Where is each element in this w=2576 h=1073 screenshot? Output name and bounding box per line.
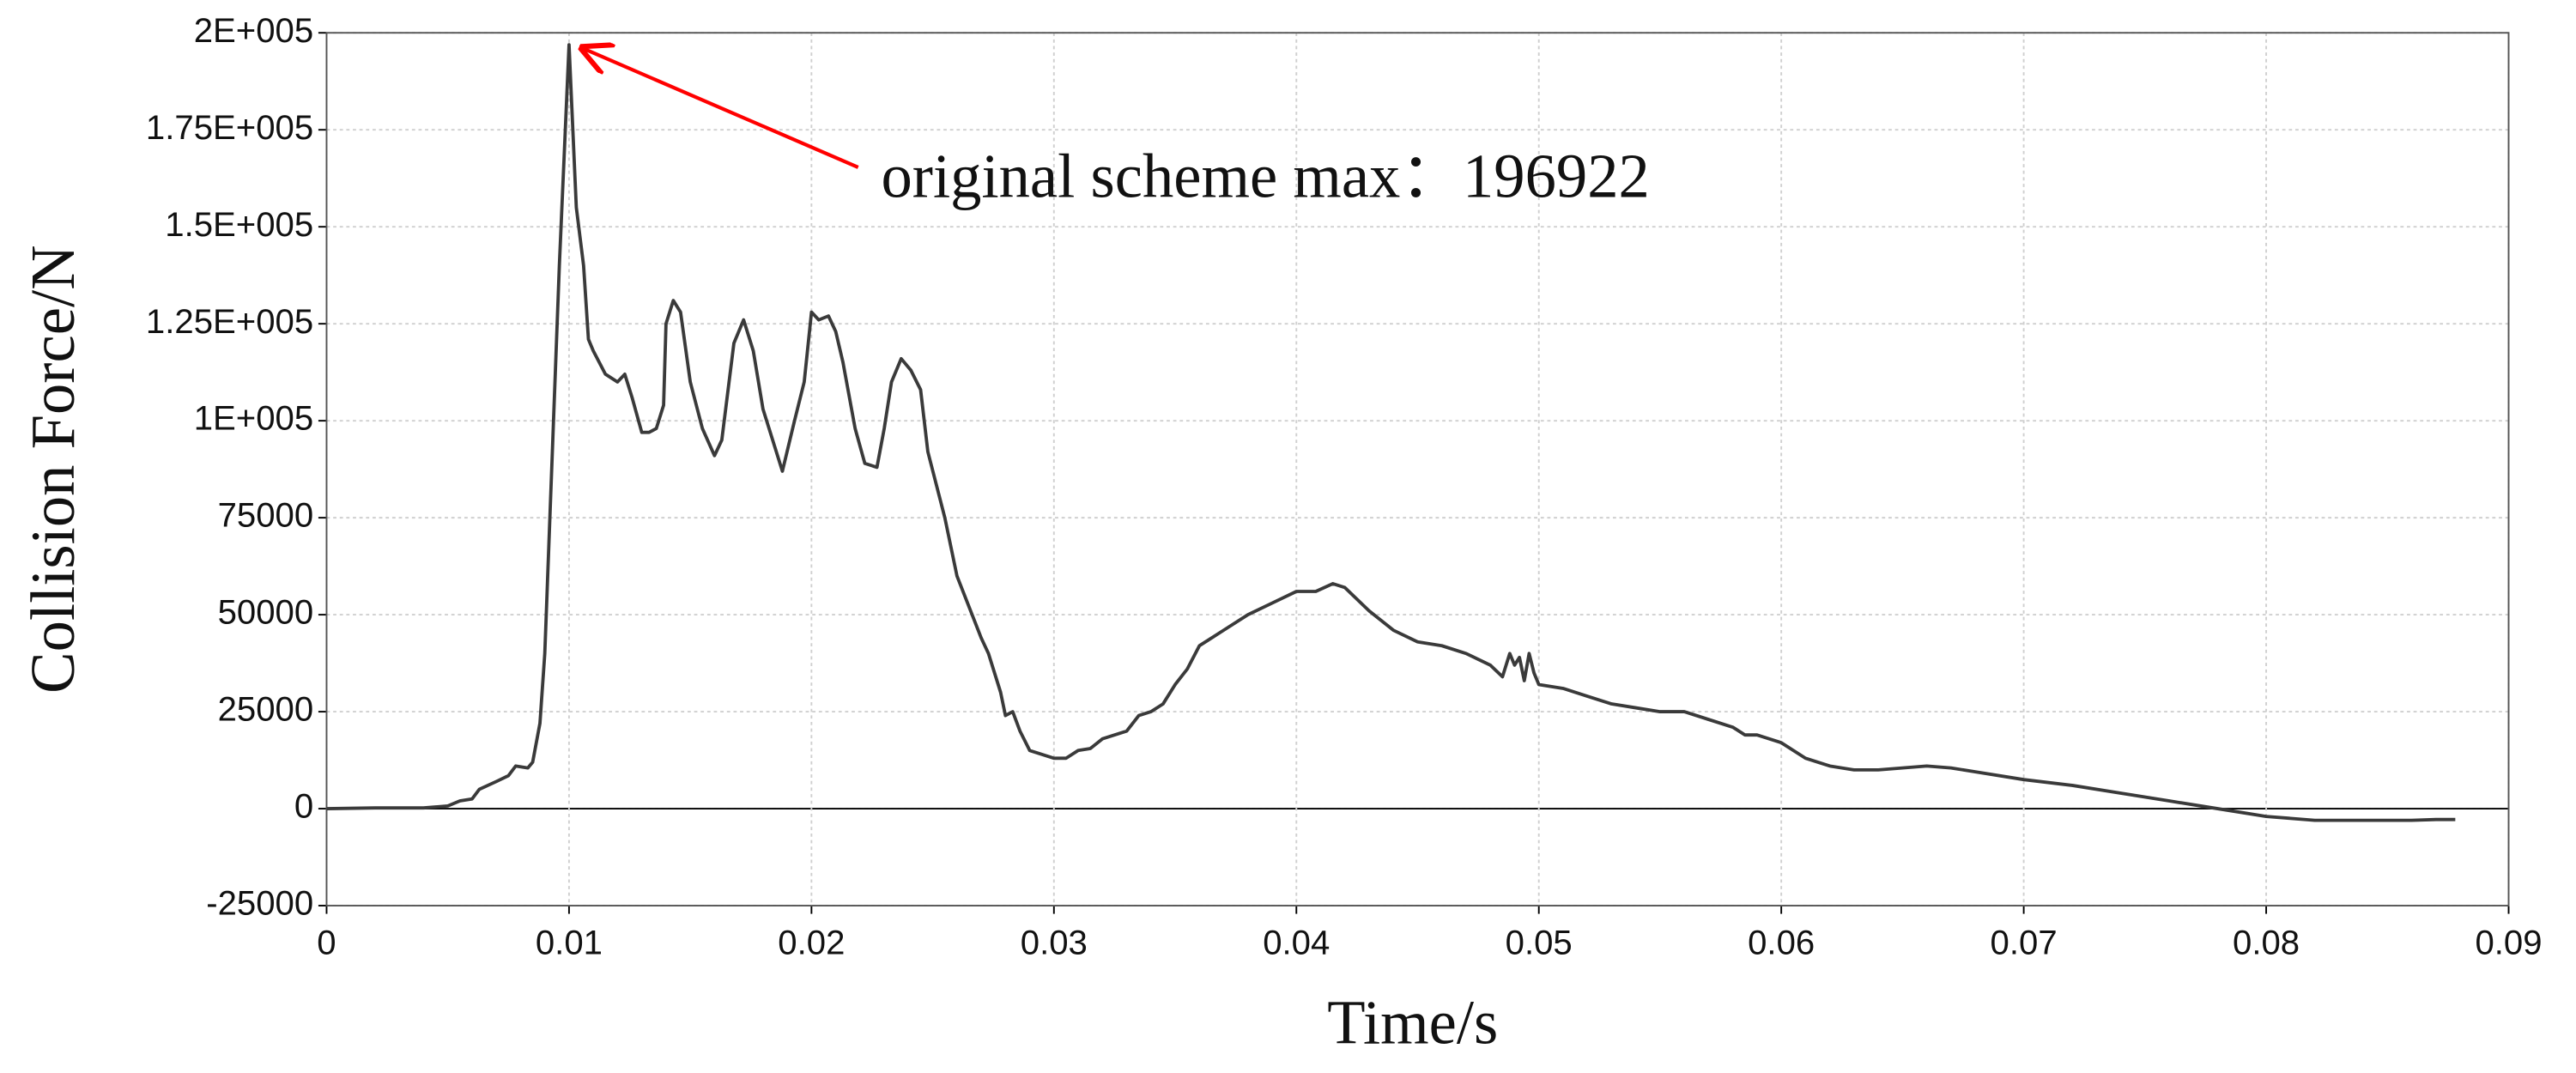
x-tick-label: 0.05 xyxy=(1506,924,1573,962)
y-tick-label: 1E+005 xyxy=(194,399,313,438)
x-tick-label: 0.03 xyxy=(1021,924,1088,962)
y-tick-label: 75000 xyxy=(218,496,314,535)
x-tick-label: 0.02 xyxy=(778,924,845,962)
y-axis-label: Collision Force/N xyxy=(18,245,88,693)
x-tick-label: 0.07 xyxy=(1991,924,2058,962)
x-tick-label: 0.06 xyxy=(1748,924,1815,962)
annotation-text: original scheme max：196922 xyxy=(881,141,1649,210)
x-axis-label: Time/s xyxy=(1327,988,1498,1058)
x-tick-label: 0 xyxy=(317,924,336,962)
x-tick-label: 0.09 xyxy=(2475,924,2542,962)
x-tick-label: 0.08 xyxy=(2233,924,2300,962)
y-tick-label: 50000 xyxy=(218,593,314,632)
plot-frame xyxy=(325,32,2510,907)
y-tick-label: 1.5E+005 xyxy=(165,205,313,244)
y-tick-label: 1.75E+005 xyxy=(146,108,313,147)
y-tick-label: -25000 xyxy=(206,884,313,923)
y-tick-label: 0 xyxy=(294,787,313,826)
y-tick-label: 1.25E+005 xyxy=(146,302,313,341)
annotation-arrow xyxy=(582,48,859,169)
data-line xyxy=(326,43,2456,822)
y-tick-label: 25000 xyxy=(218,690,314,729)
y-tick-label: 2E+005 xyxy=(194,11,313,50)
x-tick-label: 0.01 xyxy=(536,924,603,962)
x-tick-label: 0.04 xyxy=(1263,924,1330,962)
